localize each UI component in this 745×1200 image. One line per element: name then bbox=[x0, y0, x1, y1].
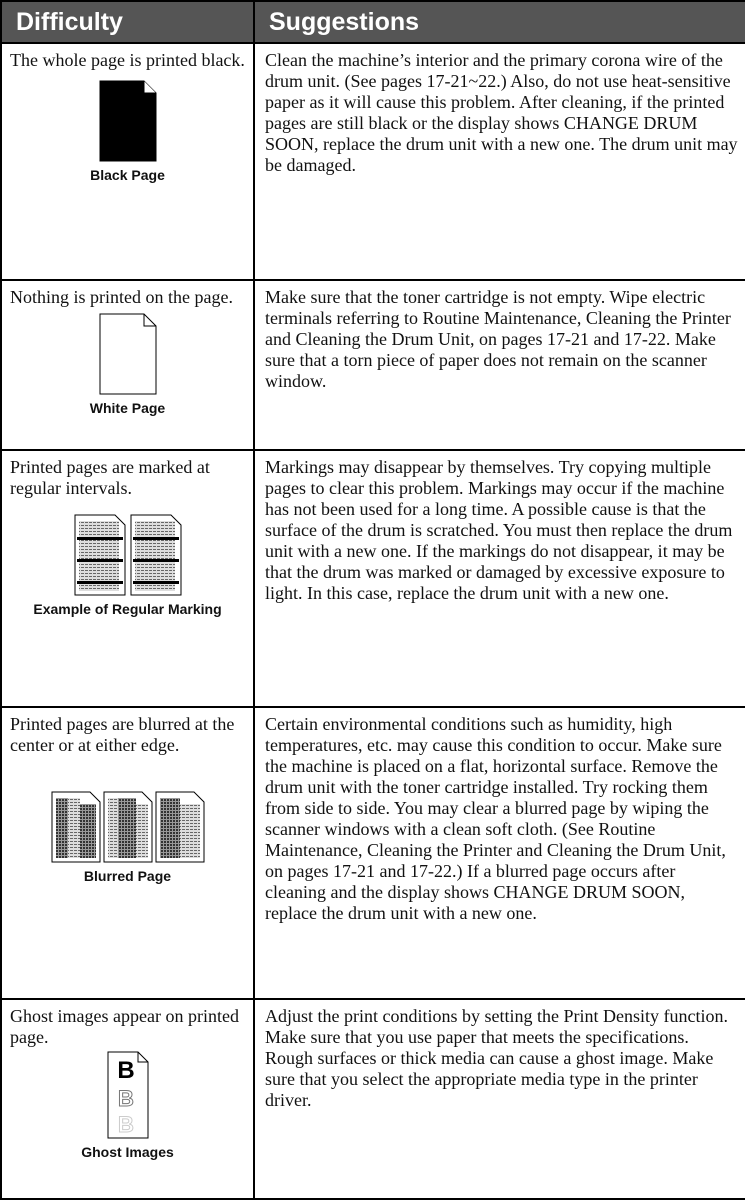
white-page-icon bbox=[99, 313, 156, 395]
difficulty-cell: Printed pages are marked at regular inte… bbox=[0, 449, 255, 708]
suggestion-cell: Adjust the print conditions by setting t… bbox=[253, 998, 745, 1200]
ghost-letter: B bbox=[118, 1112, 134, 1137]
difficulty-text: Nothing is printed on the page. bbox=[10, 287, 233, 307]
suggestion-cell: Markings may disappear by themselves. Tr… bbox=[253, 449, 745, 708]
icon-caption: Black Page bbox=[90, 167, 165, 183]
row: Nothing is printed on the page. White Pa… bbox=[0, 279, 745, 451]
suggestion-cell: Make sure that the toner cartridge is no… bbox=[253, 279, 745, 451]
header-row: Difficulty Suggestions bbox=[0, 0, 745, 44]
row: Ghost images appear on printed page. B B… bbox=[0, 998, 745, 1200]
difficulty-text: Printed pages are marked at regular inte… bbox=[10, 457, 210, 498]
difficulty-text: The whole page is printed black. bbox=[10, 50, 245, 70]
row: The whole page is printed black. Black P… bbox=[0, 42, 745, 281]
icon-caption: Example of Regular Marking bbox=[33, 601, 222, 617]
difficulty-text: Printed pages are blurred at the center … bbox=[10, 714, 235, 755]
suggestion-cell: Certain environmental conditions such as… bbox=[253, 706, 745, 1000]
icon-caption: White Page bbox=[89, 400, 166, 416]
blurred-page-icon bbox=[51, 791, 204, 863]
difficulty-text: Ghost images appear on printed page. bbox=[10, 1006, 239, 1047]
row: Printed pages are blurred at the center … bbox=[0, 706, 745, 1000]
header-cell: Suggestions bbox=[253, 0, 745, 44]
header-cell: Difficulty bbox=[0, 0, 255, 44]
regular-marking-icon bbox=[74, 514, 181, 596]
black-page-icon bbox=[99, 80, 156, 162]
icon-caption: Blurred Page bbox=[83, 868, 172, 884]
ghost-letter: B bbox=[118, 1086, 134, 1111]
difficulty-cell: Printed pages are blurred at the center … bbox=[0, 706, 255, 1000]
difficulty-cell: Nothing is printed on the page. White Pa… bbox=[0, 279, 255, 451]
suggestion-cell: Clean the machine’s interior and the pri… bbox=[253, 42, 745, 281]
ghost-letter: B bbox=[117, 1057, 134, 1084]
icon-caption: Ghost Images bbox=[81, 1144, 174, 1160]
row: Printed pages are marked at regular inte… bbox=[0, 449, 745, 708]
ghost-page-icon: B B B bbox=[107, 1051, 148, 1139]
difficulty-cell: The whole page is printed black. Black P… bbox=[0, 42, 255, 281]
difficulty-cell: Ghost images appear on printed page. B B… bbox=[0, 998, 255, 1200]
